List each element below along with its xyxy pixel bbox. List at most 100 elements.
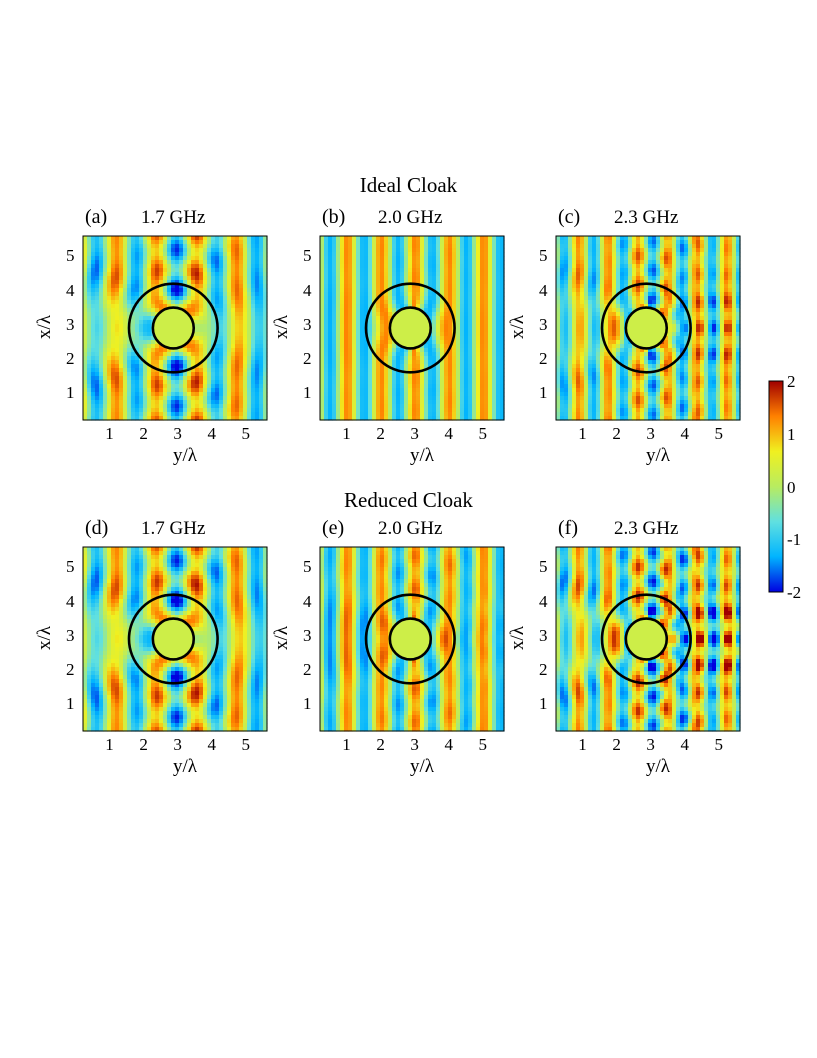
heatmap-cell [420, 348, 425, 353]
heatmap-cell [392, 384, 397, 389]
heatmap-cell [223, 344, 228, 349]
heatmap-cell [460, 320, 465, 325]
heatmap-cell [159, 344, 164, 349]
heatmap-cell [247, 280, 252, 285]
heatmap-cell [592, 284, 597, 289]
heatmap-cell [364, 280, 369, 285]
heatmap-cell [452, 264, 457, 269]
heatmap-cell [147, 248, 152, 253]
heatmap-cell [175, 272, 180, 277]
heatmap-cell [444, 372, 449, 377]
heatmap-cell [191, 280, 196, 285]
heatmap-cell [147, 404, 152, 409]
heatmap-cell [424, 392, 429, 397]
heatmap-cell [388, 372, 393, 377]
heatmap-cell [580, 304, 585, 309]
heatmap-cell [127, 260, 132, 265]
heatmap-cell [600, 284, 605, 289]
heatmap-cell [616, 284, 621, 289]
heatmap-cell [484, 328, 489, 333]
heatmap-cell [328, 320, 333, 325]
heatmap-cell [131, 356, 136, 361]
heatmap-cell [380, 320, 385, 325]
heatmap-cell [436, 372, 441, 377]
heatmap-cell [496, 300, 501, 305]
heatmap-cell [159, 300, 164, 305]
heatmap-cell [388, 388, 393, 393]
heatmap-cell [432, 320, 437, 325]
heatmap-cell [392, 308, 397, 313]
heatmap-cell [191, 368, 196, 373]
heatmap-cell [360, 308, 365, 313]
heatmap-cell [408, 268, 413, 273]
heatmap-cell [183, 264, 188, 269]
heatmap-cell [568, 320, 573, 325]
heatmap-cell [456, 376, 461, 381]
heatmap-cell [376, 348, 381, 353]
heatmap-cell [604, 272, 609, 277]
heatmap-cell [576, 308, 581, 313]
heatmap-cell [408, 416, 413, 421]
heatmap-cell [115, 408, 120, 413]
heatmap-cell [167, 256, 172, 261]
heatmap-cell [163, 236, 168, 241]
heatmap-cell [195, 320, 200, 325]
heatmap-cell [111, 368, 116, 373]
heatmap-cell [115, 372, 120, 377]
heatmap-cell [320, 392, 325, 397]
heatmap-cell [235, 300, 240, 305]
heatmap-cell [556, 388, 561, 393]
heatmap-cell [452, 284, 457, 289]
heatmap-cell [596, 340, 601, 345]
heatmap-cell [480, 276, 485, 281]
heatmap-cell [95, 256, 100, 261]
heatmap-cell [440, 328, 445, 333]
heatmap-cell [99, 388, 104, 393]
heatmap-cell [456, 404, 461, 409]
heatmap-cell [596, 344, 601, 349]
heatmap-cell [320, 264, 325, 269]
heatmap-cell [568, 284, 573, 289]
heatmap-cell [91, 392, 96, 397]
heatmap-cell [131, 396, 136, 401]
heatmap-cell [580, 412, 585, 417]
heatmap-cell [592, 268, 597, 273]
heatmap-cell [175, 260, 180, 265]
heatmap-cell [247, 360, 252, 365]
heatmap-cell [492, 320, 497, 325]
heatmap-cell [219, 244, 224, 249]
heatmap-cell [472, 332, 477, 337]
heatmap-cell [171, 260, 176, 265]
heatmap-cell [572, 368, 577, 373]
heatmap-cell [203, 336, 208, 341]
heatmap-cell [203, 320, 208, 325]
heatmap-cell [163, 296, 168, 301]
heatmap-cell [600, 244, 605, 249]
heatmap-cell [103, 292, 108, 297]
heatmap-cell [211, 404, 216, 409]
heatmap-cell [99, 312, 104, 317]
heatmap-cell [360, 364, 365, 369]
heatmap-cell [231, 352, 236, 357]
heatmap-cell [472, 260, 477, 265]
heatmap-cell [352, 236, 357, 241]
heatmap-cell [376, 340, 381, 345]
heatmap-cell [203, 288, 208, 293]
heatmap-cell [103, 340, 108, 345]
heatmap-cell [131, 316, 136, 321]
heatmap-cell [151, 372, 156, 377]
heatmap-cell [239, 340, 244, 345]
heatmap-cell [328, 392, 333, 397]
heatmap-cell [163, 260, 168, 265]
heatmap-cell [123, 416, 128, 421]
heatmap-cell [404, 240, 409, 245]
heatmap-cell [163, 364, 168, 369]
heatmap-cell [215, 236, 220, 241]
heatmap-cell [199, 256, 204, 261]
heatmap-cell [476, 404, 481, 409]
heatmap-cell [328, 348, 333, 353]
heatmap-cell [456, 328, 461, 333]
heatmap-cell [215, 252, 220, 257]
heatmap-cell [195, 260, 200, 265]
heatmap-cell [596, 264, 601, 269]
